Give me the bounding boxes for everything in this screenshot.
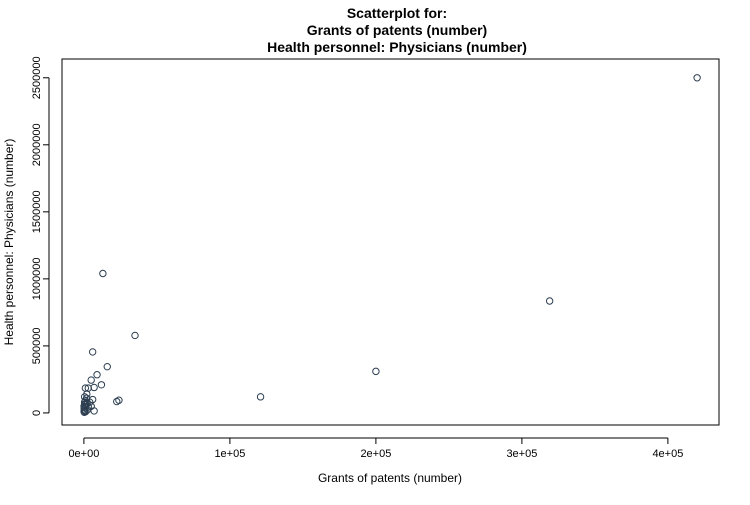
title-line-3: Health personnel: Physicians (number) <box>267 39 527 55</box>
y-tick-label: 2500000 <box>31 56 43 99</box>
y-tick-label: 0 <box>31 410 43 416</box>
y-tick-label: 2000000 <box>31 123 43 166</box>
data-point <box>372 367 380 376</box>
x-axis-title: Grants of patents (number) <box>318 471 462 485</box>
data-points <box>80 74 701 416</box>
x-tick-label: 1e+05 <box>214 448 245 460</box>
data-point <box>97 381 106 389</box>
title-line-1: Scatterplot for: <box>347 5 447 21</box>
data-point <box>256 393 265 401</box>
y-tick-label: 1500000 <box>31 190 43 233</box>
data-point <box>99 269 107 278</box>
y-tick-label: 1000000 <box>31 257 43 300</box>
data-point <box>87 376 95 384</box>
y-tick-label: 500000 <box>31 328 43 365</box>
data-point <box>93 371 101 379</box>
data-point <box>88 348 97 356</box>
data-point <box>131 331 139 340</box>
plot-frame <box>61 58 720 426</box>
x-tick-label: 4e+05 <box>652 448 683 460</box>
data-point <box>693 74 701 82</box>
x-tick-label: 2e+05 <box>360 448 391 460</box>
data-point <box>80 393 89 401</box>
data-point <box>103 362 111 371</box>
axes: 0e+00 1e+05 2e+05 3e+05 4e+05 0 500000 1000000 1… <box>31 56 683 460</box>
data-point <box>545 297 554 305</box>
data-point <box>81 403 89 412</box>
x-tick-label: 3e+05 <box>506 448 537 460</box>
chart-title: Scatterplot for: Grants of patents (numb… <box>267 5 527 55</box>
title-line-2: Grants of patents (number) <box>307 22 487 38</box>
data-point <box>113 397 121 406</box>
y-axis-title: Health personnel: Physicians (number) <box>2 139 16 346</box>
data-point <box>90 407 98 415</box>
x-tick-label: 0e+00 <box>68 448 99 460</box>
data-point <box>82 394 91 402</box>
data-point <box>90 383 98 392</box>
data-point <box>80 407 88 416</box>
